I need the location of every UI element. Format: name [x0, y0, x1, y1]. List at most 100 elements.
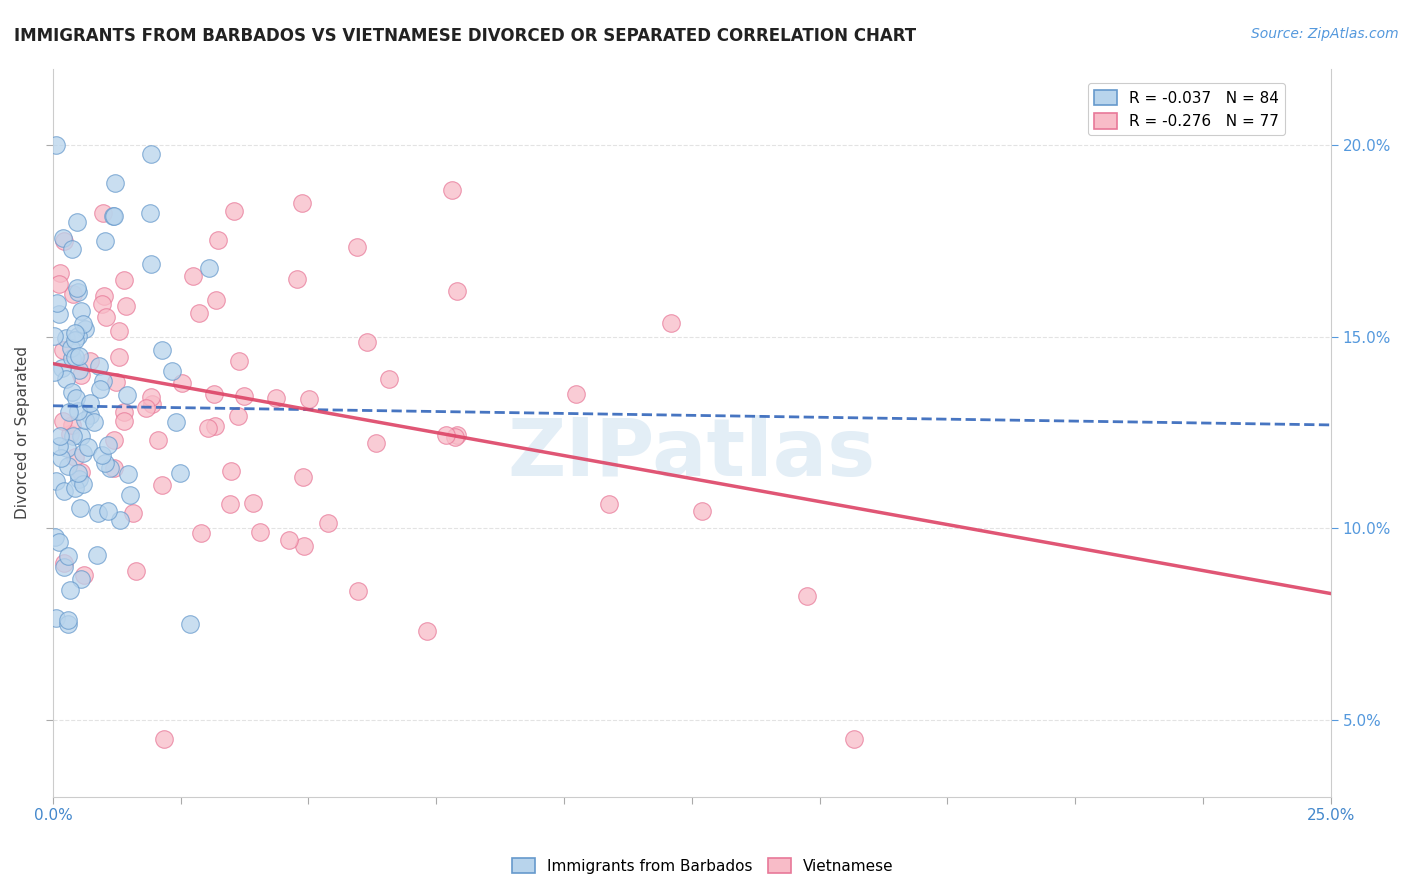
Point — [65, 333, 87, 347]
Point — [117, 388, 139, 402]
Point — [202, 387, 225, 401]
Point — [90, 448, 112, 462]
Text: ZIPatlas: ZIPatlas — [508, 416, 876, 493]
Point — [83, 415, 105, 429]
Point — [51, 361, 73, 376]
Point — [89, 359, 111, 373]
Point — [187, 306, 209, 320]
Point — [63, 351, 86, 365]
Point — [56, 617, 79, 632]
Point — [56, 549, 79, 564]
Point — [70, 368, 93, 383]
Point — [190, 526, 212, 541]
Point — [446, 284, 468, 298]
Point — [52, 483, 75, 498]
Point — [97, 504, 120, 518]
Point — [94, 456, 117, 470]
Legend: R = -0.037   N = 84, R = -0.276   N = 77: R = -0.037 N = 84, R = -0.276 N = 77 — [1088, 84, 1285, 136]
Point — [291, 195, 314, 210]
Point — [103, 210, 125, 224]
Point — [70, 428, 93, 442]
Point — [69, 501, 91, 516]
Point — [48, 277, 70, 291]
Point — [69, 472, 91, 486]
Point — [264, 391, 287, 405]
Point — [91, 297, 114, 311]
Point — [148, 434, 170, 448]
Point — [70, 303, 93, 318]
Point — [298, 392, 321, 406]
Point — [117, 467, 139, 482]
Point — [125, 565, 148, 579]
Point — [58, 405, 80, 419]
Point — [48, 306, 70, 320]
Point — [101, 209, 124, 223]
Point — [222, 203, 245, 218]
Point — [45, 138, 67, 153]
Point — [219, 464, 242, 478]
Point — [73, 568, 96, 582]
Point — [67, 350, 90, 364]
Point — [98, 460, 121, 475]
Point — [53, 234, 76, 248]
Point — [434, 428, 457, 442]
Point — [76, 440, 98, 454]
Point — [112, 404, 135, 418]
Point — [277, 533, 299, 547]
Y-axis label: Divorced or Separated: Divorced or Separated — [15, 346, 30, 519]
Point — [60, 243, 83, 257]
Point — [45, 611, 67, 625]
Point — [249, 524, 271, 539]
Point — [72, 317, 94, 331]
Point — [364, 436, 387, 450]
Point — [66, 285, 89, 299]
Point — [72, 446, 94, 460]
Point — [59, 582, 82, 597]
Point — [139, 146, 162, 161]
Point — [226, 409, 249, 423]
Point — [108, 513, 131, 527]
Point — [56, 613, 79, 627]
Point — [42, 365, 65, 379]
Point — [52, 230, 75, 244]
Point — [107, 324, 129, 338]
Point — [112, 414, 135, 428]
Point — [66, 281, 89, 295]
Point — [160, 363, 183, 377]
Point — [103, 433, 125, 447]
Point — [86, 548, 108, 562]
Point — [169, 467, 191, 481]
Point — [62, 286, 84, 301]
Point — [45, 295, 67, 310]
Point — [67, 466, 90, 480]
Point — [842, 732, 865, 747]
Point — [59, 342, 82, 356]
Point — [141, 257, 163, 271]
Point — [292, 539, 315, 553]
Point — [316, 516, 339, 531]
Point — [79, 353, 101, 368]
Point — [60, 351, 83, 365]
Point — [120, 488, 142, 502]
Point — [63, 326, 86, 341]
Point — [70, 465, 93, 479]
Point — [690, 504, 713, 518]
Point — [659, 316, 682, 330]
Point — [65, 215, 87, 229]
Point — [69, 572, 91, 586]
Point — [48, 535, 70, 549]
Point — [65, 392, 87, 406]
Point — [228, 354, 250, 368]
Point — [79, 408, 101, 422]
Point — [219, 497, 242, 511]
Point — [443, 430, 465, 444]
Point — [796, 590, 818, 604]
Point — [44, 530, 66, 544]
Point — [49, 266, 72, 280]
Point — [55, 372, 77, 386]
Point — [66, 329, 89, 343]
Point — [198, 260, 221, 275]
Point — [112, 273, 135, 287]
Text: IMMIGRANTS FROM BARBADOS VS VIETNAMESE DIVORCED OR SEPARATED CORRELATION CHART: IMMIGRANTS FROM BARBADOS VS VIETNAMESE D… — [14, 27, 917, 45]
Point — [139, 205, 162, 219]
